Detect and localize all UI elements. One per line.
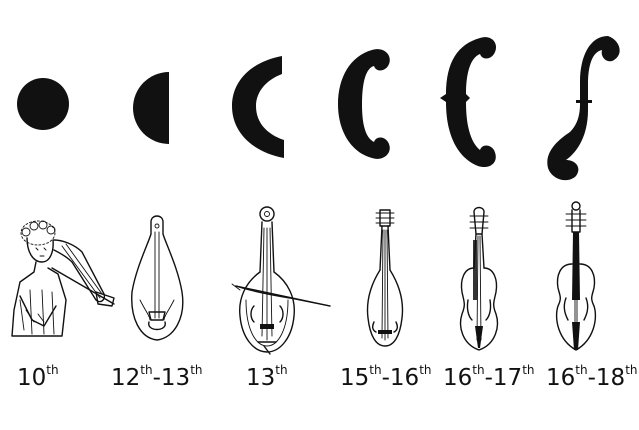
range-dash: -: [152, 365, 161, 391]
lute-fiddle-with-bow-icon: [231, 206, 331, 355]
soundhole-circle-icon: [17, 78, 69, 130]
figure-playing-fiddle-icon: [11, 220, 115, 337]
soundhole-notched-c-hole-icon: [440, 37, 497, 168]
soundhole-f-hole-icon: [547, 36, 620, 181]
caption-stage-4: 15th-16th: [340, 364, 432, 390]
caption-stage-3: 13th: [246, 364, 288, 390]
ordinal-suffix-end: th: [625, 363, 638, 377]
ordinal-suffix: th: [275, 363, 288, 377]
ordinal-suffix: th: [369, 363, 382, 377]
range-dash: -: [484, 365, 493, 391]
ordinal-suffix: th: [575, 363, 588, 377]
ordinal-suffix-end: th: [522, 363, 535, 377]
violin-icon: [555, 201, 597, 351]
f-hole-notch-left-icon: [576, 100, 582, 103]
caption-stage-2: 12th-13th: [111, 364, 203, 390]
century-end: 17: [492, 365, 523, 391]
century-start: 13: [246, 365, 276, 391]
caption-stage-6: 16th-18th: [546, 364, 638, 390]
ordinal-suffix-end: th: [419, 363, 432, 377]
soundhole-half-circle-icon: [133, 72, 169, 144]
ordinal-suffix: th: [472, 363, 485, 377]
century-end: 16: [389, 365, 420, 391]
soundhole-c-hole-icon: [338, 49, 390, 159]
century-start: 12: [111, 365, 141, 391]
century-start: 16: [443, 365, 473, 391]
century-end: 18: [595, 365, 626, 391]
ordinal-suffix-end: th: [190, 363, 203, 377]
century-start: 10: [17, 365, 47, 391]
caption-stage-5: 16th-17th: [443, 364, 535, 390]
viol-icon: [459, 206, 499, 351]
narrow-fiddle-icon: [131, 215, 184, 341]
range-dash: -: [381, 365, 390, 391]
century-end: 13: [160, 365, 191, 391]
century-start: 16: [546, 365, 576, 391]
range-dash: -: [587, 365, 596, 391]
f-hole-notch-right-icon: [586, 100, 592, 103]
ordinal-suffix: th: [46, 363, 59, 377]
ordinal-suffix: th: [140, 363, 153, 377]
soundhole-crescent-icon: [232, 56, 284, 158]
century-start: 15: [340, 365, 370, 391]
long-fiddle-icon: [366, 209, 404, 347]
caption-stage-1: 10th: [17, 364, 59, 390]
